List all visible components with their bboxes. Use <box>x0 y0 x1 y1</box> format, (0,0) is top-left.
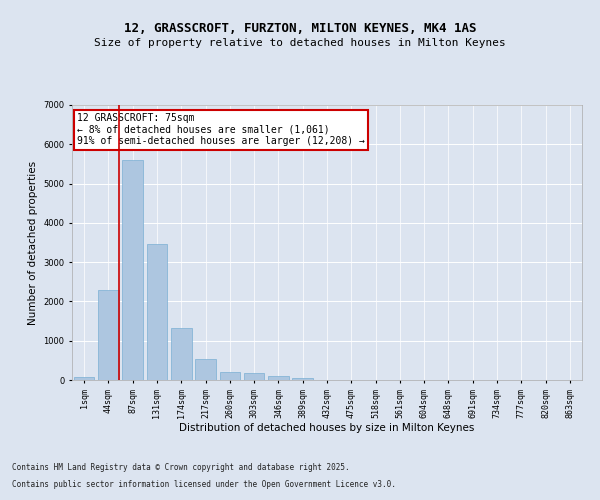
X-axis label: Distribution of detached houses by size in Milton Keynes: Distribution of detached houses by size … <box>179 423 475 433</box>
Text: 12, GRASSCROFT, FURZTON, MILTON KEYNES, MK4 1AS: 12, GRASSCROFT, FURZTON, MILTON KEYNES, … <box>124 22 476 36</box>
Bar <box>171 328 191 380</box>
Bar <box>220 372 240 380</box>
Y-axis label: Number of detached properties: Number of detached properties <box>28 160 38 324</box>
Text: Size of property relative to detached houses in Milton Keynes: Size of property relative to detached ho… <box>94 38 506 48</box>
Bar <box>292 378 313 380</box>
Bar <box>98 290 119 380</box>
Text: Contains public sector information licensed under the Open Government Licence v3: Contains public sector information licen… <box>12 480 396 489</box>
Bar <box>122 160 143 380</box>
Bar <box>74 377 94 380</box>
Bar <box>146 244 167 380</box>
Bar <box>268 376 289 380</box>
Text: 12 GRASSCROFT: 75sqm
← 8% of detached houses are smaller (1,061)
91% of semi-det: 12 GRASSCROFT: 75sqm ← 8% of detached ho… <box>77 114 365 146</box>
Bar <box>195 359 216 380</box>
Bar <box>244 372 265 380</box>
Text: Contains HM Land Registry data © Crown copyright and database right 2025.: Contains HM Land Registry data © Crown c… <box>12 464 350 472</box>
